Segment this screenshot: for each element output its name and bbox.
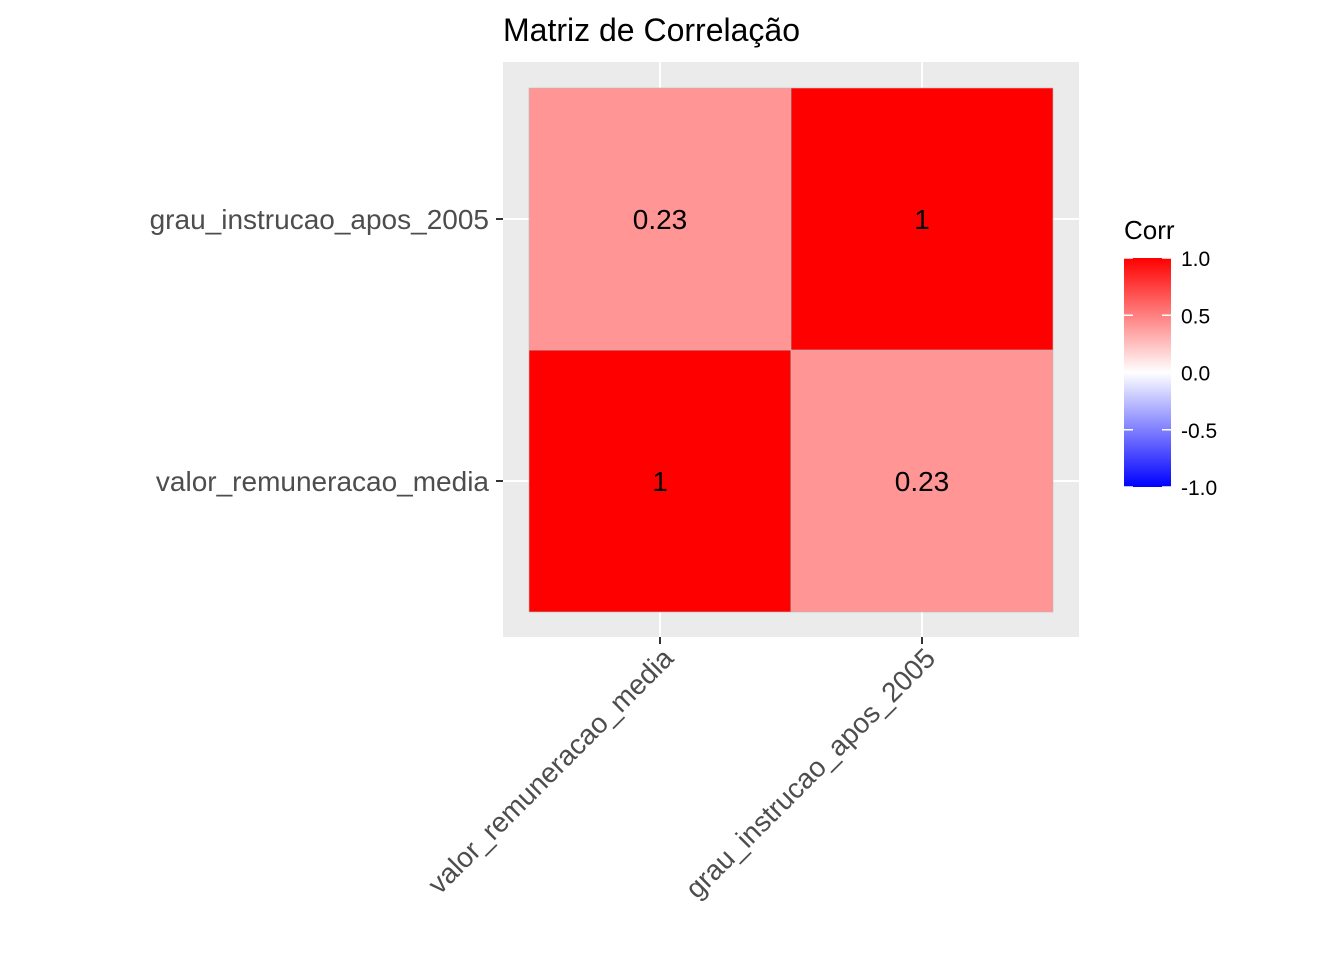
heatmap-cell: [790, 87, 1054, 351]
legend-ticks: 1.0 0.5 0.0 -0.5 -1.0: [1124, 248, 1217, 500]
y-tick-label: valor_remuneracao_media: [156, 466, 490, 497]
cell-value-label: 0.23: [895, 466, 950, 497]
chart-title: Matriz de Correlação: [503, 12, 800, 48]
legend-title: Corr: [1124, 215, 1175, 245]
heatmap-cell: [790, 349, 1054, 613]
legend-tick-label: -0.5: [1181, 420, 1217, 443]
y-tick-label: grau_instrucao_apos_2005: [150, 204, 489, 235]
legend-tick-label: -1.0: [1181, 477, 1217, 500]
legend-tick-label: 0.0: [1181, 363, 1210, 386]
heatmap-cell: [528, 349, 792, 613]
cell-value-label: 0.23: [633, 204, 688, 235]
y-axis: valor_remuneracao_media grau_instrucao_ap…: [150, 204, 503, 497]
heatmap-cell: [528, 87, 792, 351]
cell-value-label: 1: [914, 204, 930, 235]
x-tick-label: valor_remuneracao_media: [422, 642, 680, 900]
legend: Corr 1.0 0.5 0.0 -0.5 -1.0: [1124, 215, 1217, 500]
cell-labels: 1 0.23 0.23 1: [633, 204, 950, 497]
x-axis: valor_remuneracao_media grau_instrucao_ap…: [422, 637, 941, 904]
cell-value-label: 1: [652, 466, 668, 497]
heatmap-cells: [528, 87, 1054, 613]
x-tick-label: grau_instrucao_apos_2005: [679, 642, 941, 904]
legend-tick-label: 0.5: [1181, 305, 1210, 328]
legend-tick-label: 1.0: [1181, 248, 1210, 271]
